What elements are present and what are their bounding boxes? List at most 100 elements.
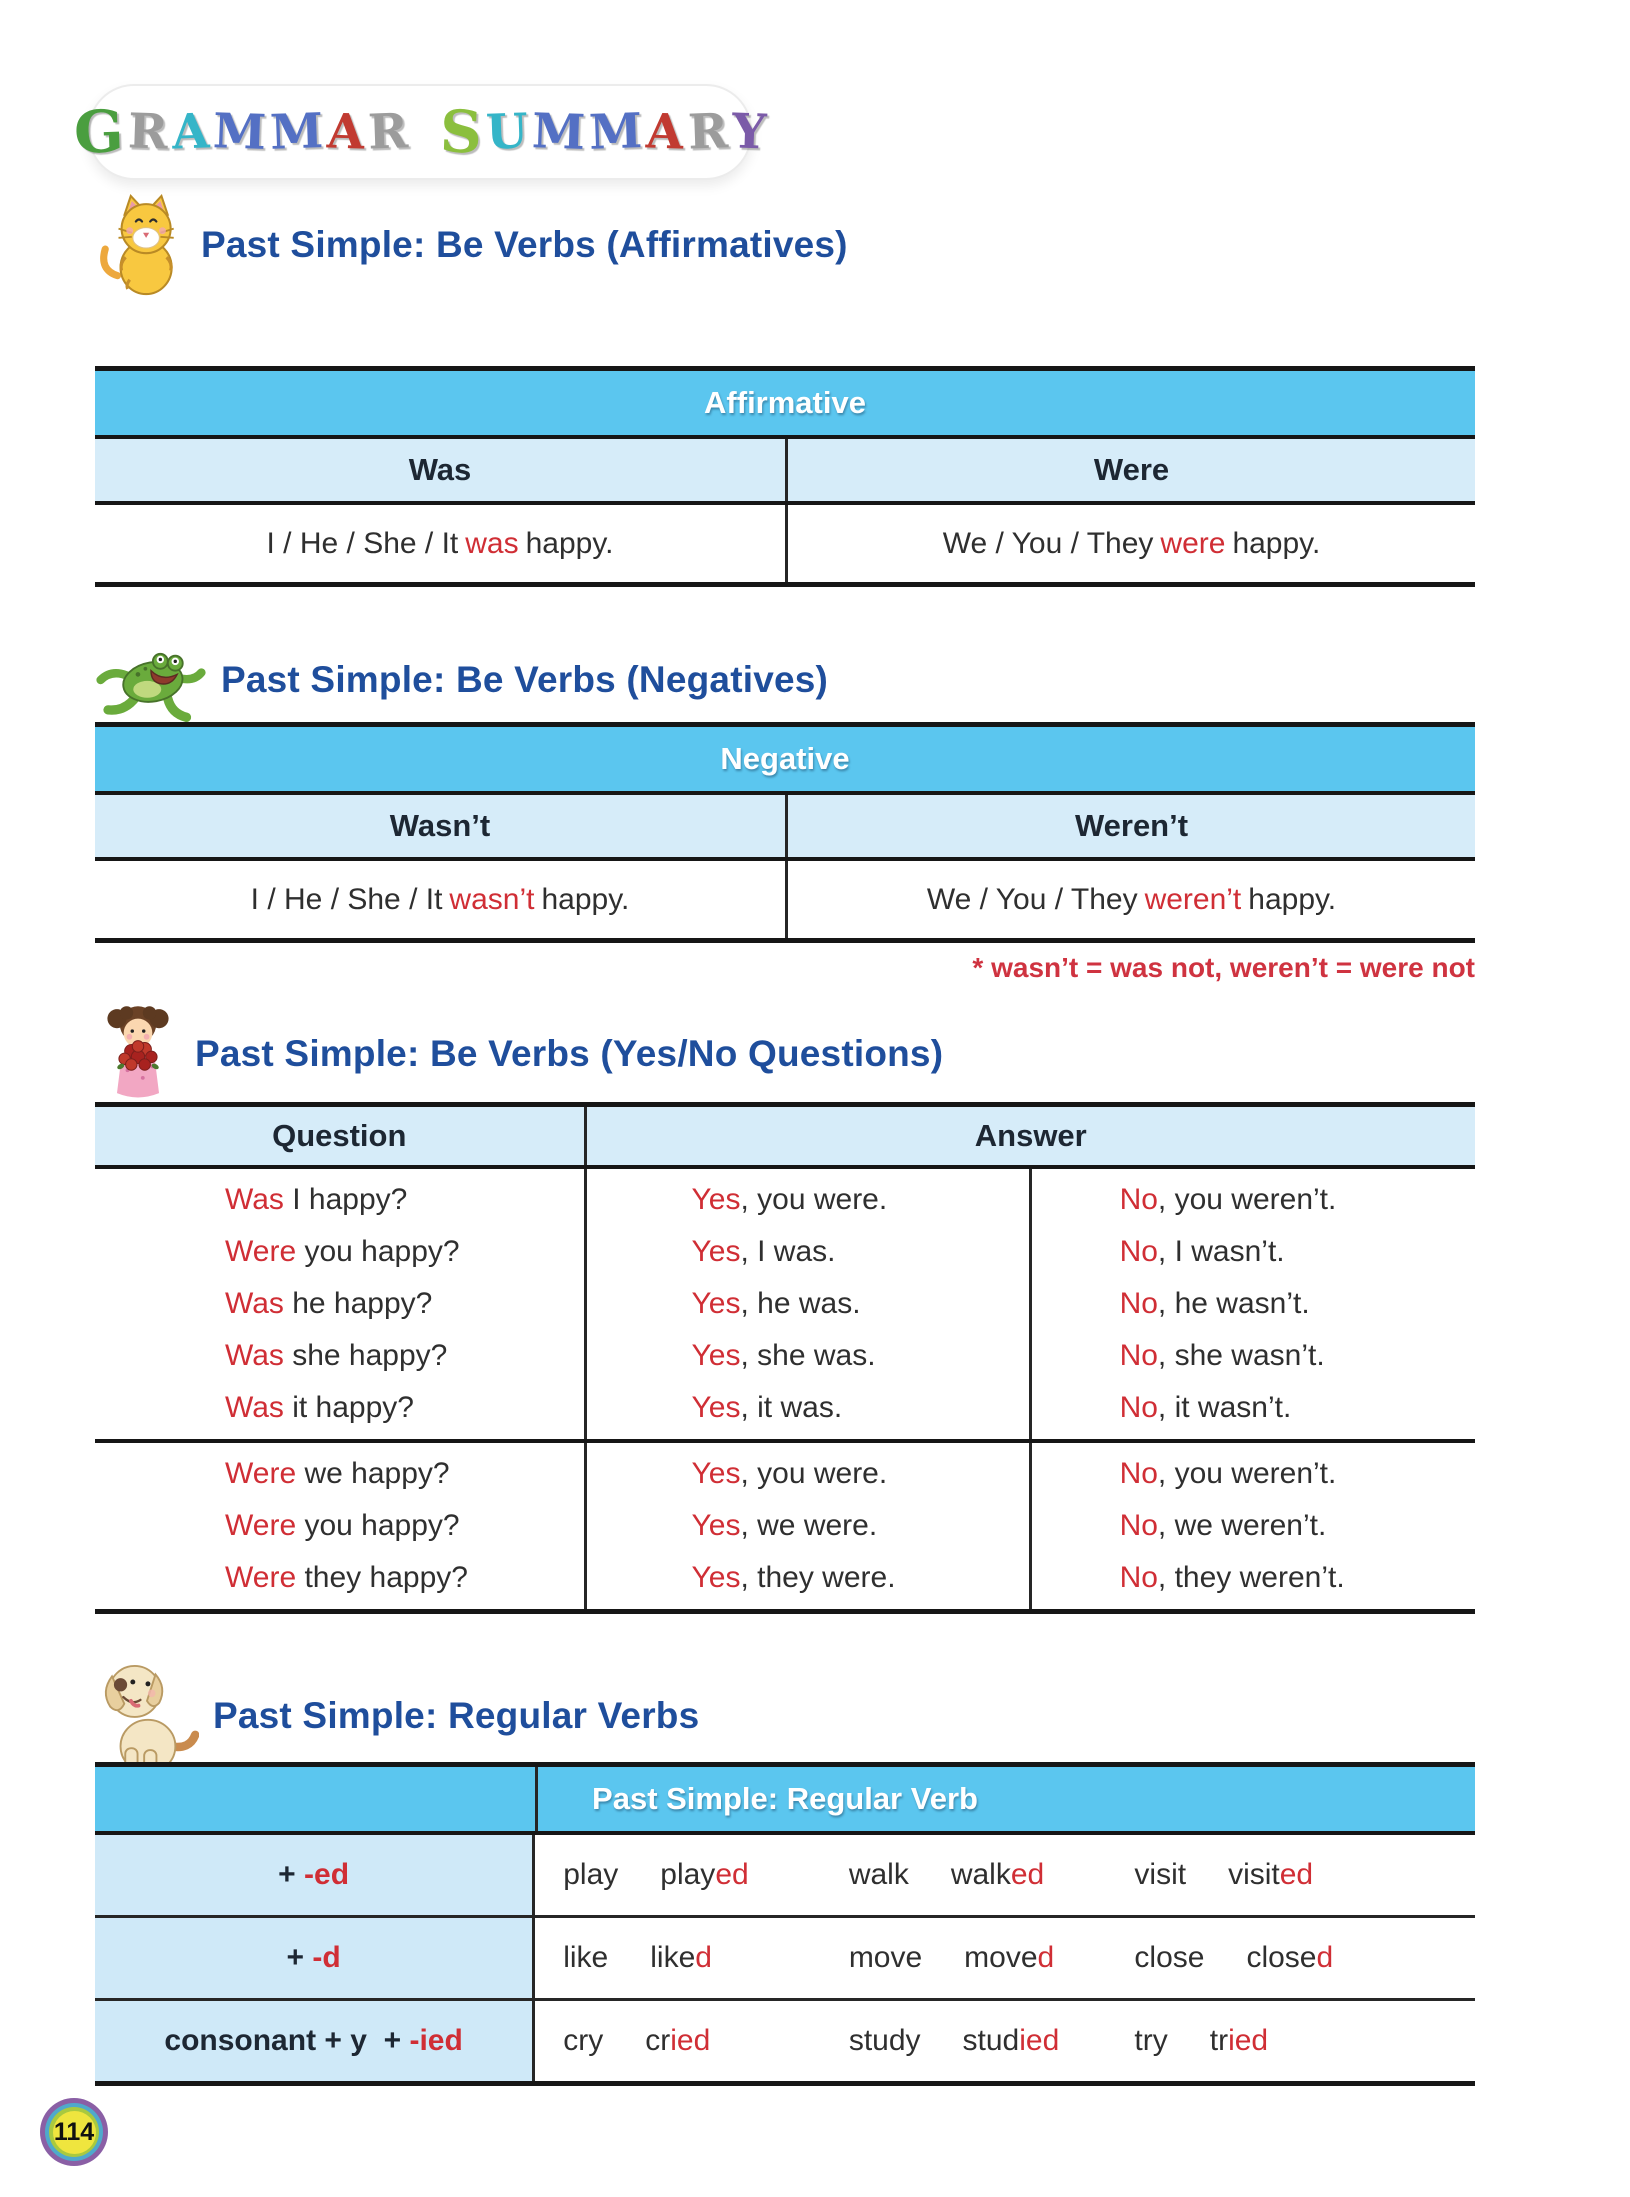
highlight-word: No [1119, 1339, 1158, 1372]
verb-base: cry [563, 2024, 604, 2057]
highlight-word: Were [225, 1457, 297, 1490]
answer-line: No, she wasn’t. [1120, 1330, 1475, 1382]
qa-block-singular: Was I happy? Were you happy? Was he happ… [95, 1169, 1475, 1443]
question-line: Were you happy? [225, 1500, 584, 1552]
cell-text: , we weren’t. [1157, 1509, 1327, 1542]
example-sentence: I / He / She / It wasn’t happy. [95, 861, 785, 938]
cell-text: , you were. [740, 1183, 888, 1216]
rule-text: consonant + y + [164, 2024, 410, 2057]
verb-stem: like [650, 1941, 696, 1974]
verb-suffix: ied [1019, 2024, 1060, 2057]
verb-suffix: ed [715, 1858, 749, 1891]
highlight-word: wasn’t [449, 882, 535, 916]
title-letter: A [326, 103, 366, 161]
answer-line: Yes, you were. [692, 1448, 1029, 1500]
verb-suffix: ied [1228, 2024, 1269, 2057]
verb-pair: visit visited [1134, 1858, 1420, 1892]
verb-stem: tr [1209, 2024, 1229, 2057]
verb-base: like [563, 1941, 609, 1974]
verb-suffix: d [1316, 1941, 1334, 1974]
yes-no-questions-table: Question Answer Was I happy? Were you ha… [95, 1102, 1475, 1614]
table-row: I / He / She / It was happy. We / You / Th… [95, 505, 1475, 582]
highlight-word: Was [225, 1287, 284, 1320]
verb-suffix: d [1037, 1941, 1055, 1974]
page-number-badge: 114 [40, 2098, 108, 2166]
cell-text: , she wasn’t. [1157, 1339, 1325, 1372]
qa-block-plural: Were we happy? Were you happy? Were they… [95, 1443, 1475, 1609]
verb-pair: play played [563, 1858, 849, 1892]
table-band: Past Simple: Regular Verb [95, 1767, 1475, 1835]
band-label: Past Simple: Regular Verb [592, 1781, 978, 1816]
title-letter: R [367, 103, 410, 161]
rule-label: + -ed [95, 1835, 536, 1915]
highlight-word: No [1119, 1457, 1158, 1490]
col-header-question: Question [272, 1118, 407, 1153]
answer-line: No, you weren’t. [1120, 1174, 1475, 1226]
section-heading: Past Simple: Be Verbs (Affirmatives) [201, 224, 848, 265]
verb-rule-row: + -d like liked move moved close closed [95, 1915, 1475, 1998]
question-line: Were we happy? [225, 1448, 584, 1500]
answer-line: Yes, you were. [692, 1174, 1029, 1226]
verb-pair: like liked [563, 1941, 849, 1975]
cell-text: , you weren’t. [1157, 1183, 1337, 1216]
cell-text: , he was. [740, 1287, 861, 1320]
verb-past: liked [650, 1941, 712, 1975]
question-line: Was he happy? [225, 1278, 584, 1330]
grammar-summary-banner: G R A M M A R S U M M A R Y [73, 84, 767, 180]
title-letter: R [126, 103, 169, 161]
highlight-word: Yes [691, 1561, 741, 1594]
section-heading: Past Simple: Be Verbs (Negatives) [221, 659, 829, 700]
example-sentence: We / You / They were happy. [785, 505, 1475, 582]
highlight-word: Yes [691, 1391, 741, 1424]
col-header: Was [408, 452, 472, 487]
cell-text: , you weren’t. [1157, 1457, 1337, 1490]
cell-text: , we were. [740, 1509, 878, 1542]
verb-pair: study studied [849, 2024, 1135, 2058]
title-letter: M [211, 103, 268, 161]
highlight-word: Was [225, 1339, 284, 1372]
cat-icon [95, 193, 187, 297]
title-letter: U [485, 103, 530, 161]
answer-line: Yes, they were. [692, 1552, 1029, 1604]
cell-text: they happy? [296, 1561, 468, 1594]
frog-icon [95, 632, 207, 728]
title-letter: Y [730, 103, 767, 161]
verb-pair: try tried [1134, 2024, 1420, 2058]
verb-base: visit [1134, 1858, 1187, 1891]
verb-base: move [848, 1941, 923, 1974]
contraction-footnote: * wasn’t = was not, weren’t = were not [972, 952, 1475, 983]
table-band: Negative [95, 727, 1475, 795]
section-heading: Past Simple: Regular Verbs [213, 1695, 700, 1736]
verb-rule-row: consonant + y + -ied cry cried study stu… [95, 1998, 1475, 2081]
page-number: 114 [52, 2110, 96, 2154]
col-header: Were [785, 439, 1475, 501]
verb-past: played [660, 1858, 748, 1892]
cell-text: it happy? [283, 1391, 414, 1424]
cell-text: , I was. [740, 1235, 836, 1268]
verb-base: close [1134, 1941, 1205, 1974]
title-letter: R [686, 103, 729, 161]
verb-base: walk [848, 1858, 909, 1891]
column-header-row: Was Were [95, 439, 1475, 505]
cell-text: happy. [1248, 882, 1337, 916]
answer-line: No, it wasn’t. [1120, 1382, 1475, 1434]
verb-past: tried [1210, 2024, 1268, 2058]
cell-text: , you were. [740, 1457, 888, 1490]
rule-text: + [278, 1858, 305, 1891]
table-band: Affirmative [95, 371, 1475, 439]
highlight-word: Yes [691, 1509, 741, 1542]
verb-past: moved [964, 1941, 1054, 1975]
affirmative-table: Affirmative Was Were I / He / She / It wa… [95, 366, 1475, 587]
example-sentence: We / You / They weren’t happy. [785, 861, 1475, 938]
highlight-word: Were [225, 1561, 297, 1594]
answer-line: No, I wasn’t. [1120, 1226, 1475, 1278]
verb-pair: cry cried [563, 2024, 849, 2058]
answer-line: No, they weren’t. [1120, 1552, 1475, 1604]
verb-stem: play [660, 1858, 716, 1891]
cell-text: happy. [1232, 526, 1321, 560]
answer-line: Yes, she was. [692, 1330, 1029, 1382]
table-row: I / He / She / It wasn’t happy. We / You /… [95, 861, 1475, 938]
answer-line: No, you weren’t. [1120, 1448, 1475, 1500]
title-letter: M [269, 103, 325, 161]
answer-line: Yes, I was. [692, 1226, 1029, 1278]
